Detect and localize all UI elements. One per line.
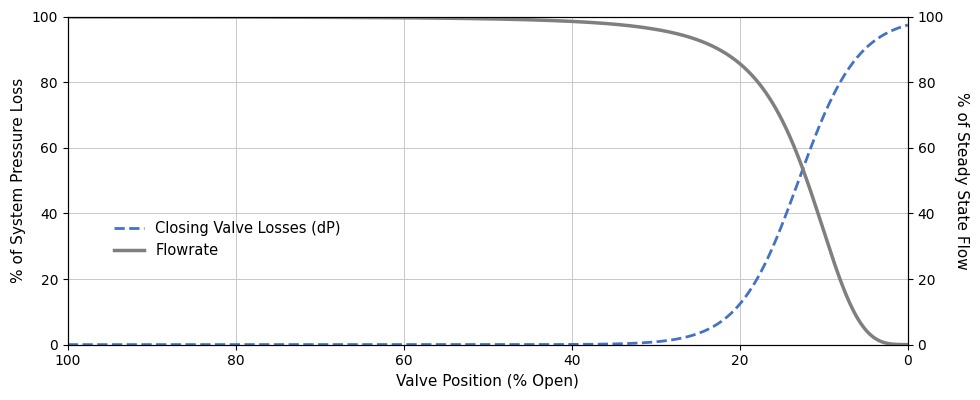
Closing Valve Losses (dP) <box>902 23 913 28</box>
Closing Valve Losses (dP) <box>402 342 414 347</box>
X-axis label: Valve Position (% Open): Valve Position (% Open) <box>396 374 579 389</box>
Flowrate <box>402 16 414 20</box>
Closing Valve Losses (dP) <box>148 342 160 347</box>
Flowrate <box>717 49 729 54</box>
Flowrate <box>148 14 160 19</box>
Flowrate <box>902 342 913 347</box>
Closing Valve Losses (dP) <box>717 318 729 323</box>
Y-axis label: % of Steady State Flow: % of Steady State Flow <box>954 92 969 270</box>
Closing Valve Losses (dP) <box>639 340 651 345</box>
Closing Valve Losses (dP) <box>62 342 74 347</box>
Flowrate <box>639 25 651 30</box>
Flowrate <box>732 60 744 64</box>
Flowrate <box>432 16 444 20</box>
Legend: Closing Valve Losses (dP), Flowrate: Closing Valve Losses (dP), Flowrate <box>109 215 347 264</box>
Line: Closing Valve Losses (dP): Closing Valve Losses (dP) <box>68 25 907 345</box>
Y-axis label: % of System Pressure Loss: % of System Pressure Loss <box>11 78 26 283</box>
Closing Valve Losses (dP) <box>432 342 444 347</box>
Closing Valve Losses (dP) <box>732 304 744 309</box>
Line: Flowrate: Flowrate <box>68 17 907 345</box>
Flowrate <box>62 14 74 19</box>
